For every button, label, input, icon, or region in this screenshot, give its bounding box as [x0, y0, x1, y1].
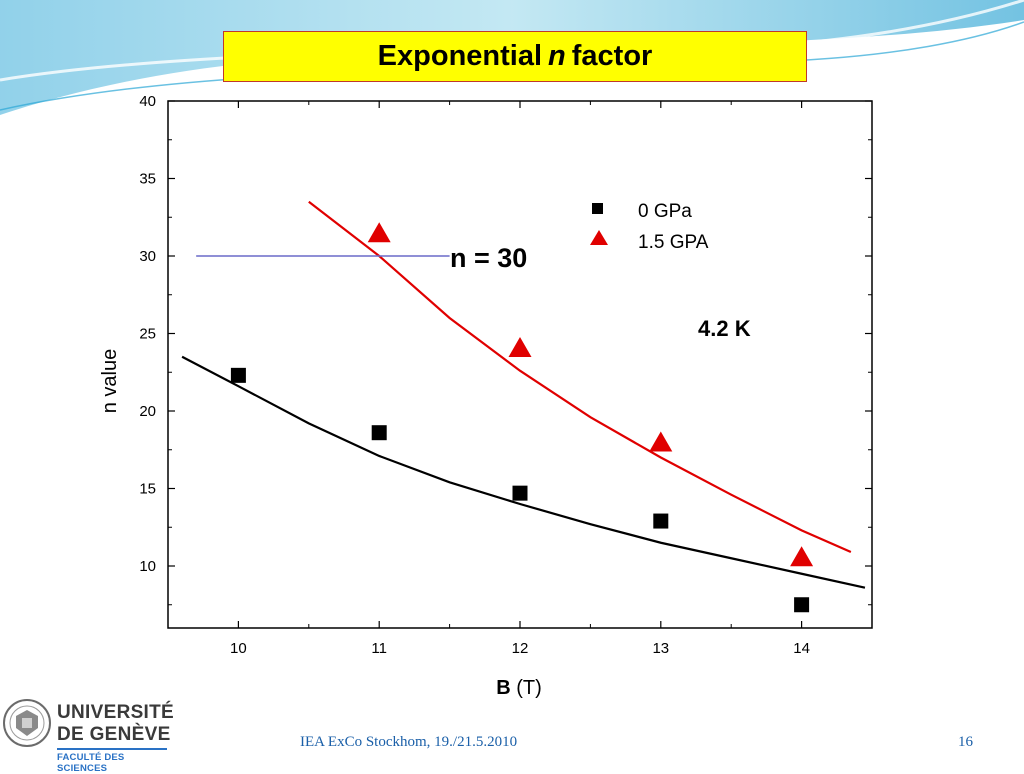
y-tick-label: 30 — [139, 248, 156, 265]
x-tick-label: 13 — [652, 640, 669, 657]
plot-frame — [167, 100, 873, 629]
x-tick-label: 11 — [371, 640, 387, 657]
y-tick-label: 40 — [139, 93, 156, 110]
legend-marker-15gpa — [590, 230, 608, 245]
data-point-0gpa — [230, 367, 246, 383]
data-point-0gpa — [794, 597, 810, 613]
title-suffix: factor — [571, 40, 653, 72]
y-tick-label: 15 — [139, 481, 156, 498]
annotation-temperature: 4.2 K — [698, 316, 751, 341]
legend-label-15gpa: 1.5 GPA — [638, 232, 709, 253]
footer-event: IEA ExCo Stockhom, 19./21.5.2010 — [300, 734, 518, 750]
university-logo: UNIVERSITÉ DE GENÈVE FACULTÉ DES SCIENCE… — [0, 696, 175, 774]
data-point-15gpa — [649, 431, 673, 452]
data-point-15gpa — [508, 337, 532, 357]
data-point-0gpa — [653, 513, 669, 529]
logo-line-faculty: FACULTÉ DES SCIENCES — [57, 752, 125, 774]
fit-curve-15gpa — [308, 200, 852, 554]
slide-title: Exponential n factor — [223, 31, 807, 82]
title-prefix: Exponential — [377, 40, 543, 72]
legend-label-0gpa: 0 GPa — [638, 201, 692, 222]
logo-line-geneve: DE GENÈVE — [57, 724, 171, 745]
x-tick-label: 10 — [230, 640, 247, 657]
data-point-15gpa — [367, 222, 391, 243]
y-tick-label: 35 — [139, 171, 156, 188]
y-tick-label: 20 — [139, 403, 156, 420]
logo-divider — [57, 748, 167, 750]
x-axis-label-bold: B — [496, 677, 510, 699]
x-tick-label: 12 — [512, 640, 529, 657]
fit-curve-0gpa — [181, 355, 866, 589]
logo-line-university: UNIVERSITÉ — [57, 702, 175, 723]
legend-marker-0gpa — [592, 203, 603, 214]
data-point-0gpa — [512, 485, 528, 501]
y-tick-label: 25 — [139, 326, 156, 343]
page-number: 16 — [958, 734, 973, 750]
annotation-n-equals-30: n = 30 — [450, 243, 527, 273]
x-tick-label: 14 — [793, 640, 810, 657]
x-axis-label-unit: (T) — [516, 677, 542, 699]
y-axis-label: n value — [99, 349, 121, 414]
university-seal-icon — [3, 699, 51, 747]
y-tick-label: 10 — [139, 558, 156, 575]
data-point-15gpa — [790, 546, 814, 567]
data-point-0gpa — [371, 425, 387, 441]
title-italic-n: n — [548, 40, 566, 72]
x-axis-label: B (T) — [496, 677, 542, 699]
